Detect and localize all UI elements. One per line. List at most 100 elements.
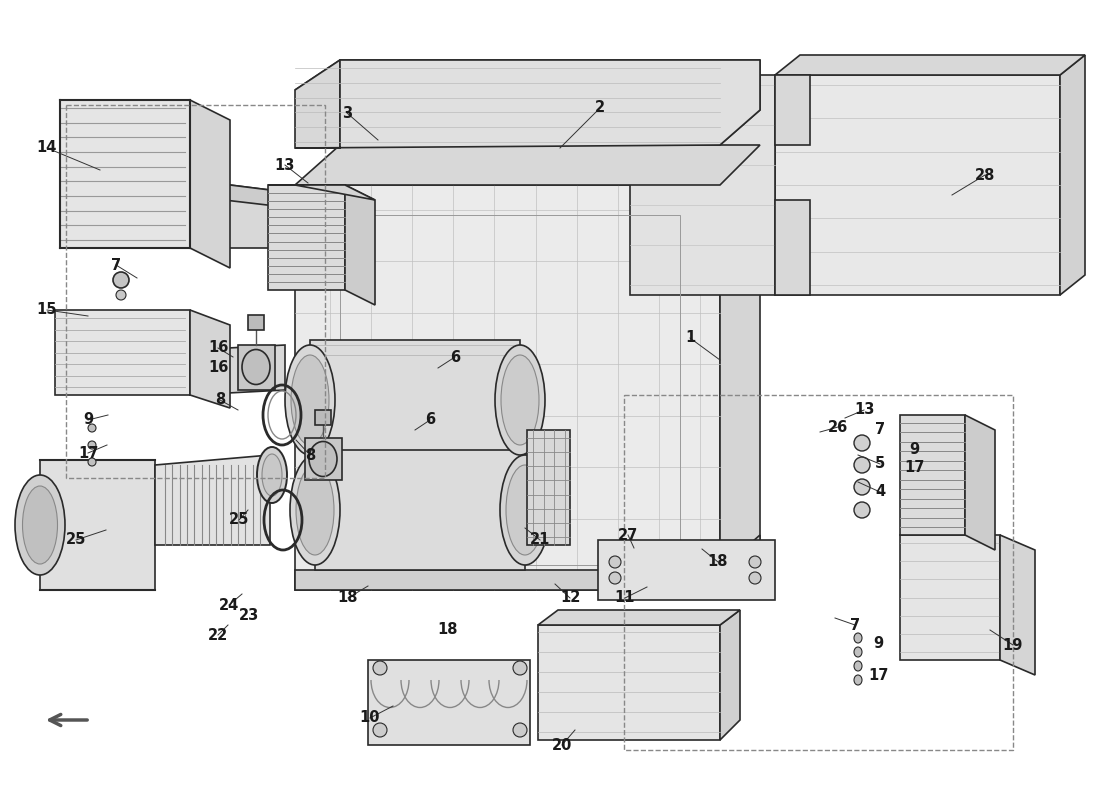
Text: 13: 13 <box>854 402 874 418</box>
Polygon shape <box>720 610 740 740</box>
Polygon shape <box>1000 535 1035 675</box>
Ellipse shape <box>513 661 527 675</box>
Polygon shape <box>1060 55 1085 295</box>
Text: 7: 7 <box>874 422 886 438</box>
Ellipse shape <box>88 458 96 466</box>
Ellipse shape <box>285 345 336 455</box>
Polygon shape <box>155 455 270 545</box>
Text: 20: 20 <box>552 738 572 753</box>
Polygon shape <box>190 180 310 210</box>
Ellipse shape <box>22 486 57 564</box>
Ellipse shape <box>506 465 544 555</box>
Polygon shape <box>305 438 342 480</box>
Ellipse shape <box>854 502 870 518</box>
Text: 25: 25 <box>229 513 250 527</box>
Polygon shape <box>345 185 375 305</box>
Text: 15: 15 <box>36 302 57 318</box>
Text: 14: 14 <box>36 141 57 155</box>
Text: 21: 21 <box>530 533 550 547</box>
Ellipse shape <box>854 633 862 643</box>
Ellipse shape <box>242 350 270 385</box>
Text: 6: 6 <box>450 350 460 365</box>
Text: 24: 24 <box>219 598 239 613</box>
Text: 25: 25 <box>66 533 86 547</box>
Text: 11: 11 <box>615 590 636 606</box>
Text: 4: 4 <box>874 485 886 499</box>
Ellipse shape <box>854 661 862 671</box>
Text: 17: 17 <box>904 461 924 475</box>
Ellipse shape <box>609 556 622 568</box>
Polygon shape <box>598 540 776 600</box>
Polygon shape <box>776 200 810 295</box>
Text: 16: 16 <box>208 341 228 355</box>
Ellipse shape <box>88 424 96 432</box>
Ellipse shape <box>854 479 870 495</box>
Text: 13: 13 <box>275 158 295 173</box>
Polygon shape <box>238 345 275 390</box>
Ellipse shape <box>513 723 527 737</box>
Polygon shape <box>268 185 345 290</box>
Ellipse shape <box>113 272 129 288</box>
Text: 7: 7 <box>850 618 860 633</box>
Ellipse shape <box>749 556 761 568</box>
Ellipse shape <box>290 455 340 565</box>
Polygon shape <box>776 75 810 145</box>
Polygon shape <box>315 410 331 425</box>
Polygon shape <box>900 415 965 535</box>
Text: 28: 28 <box>975 167 996 182</box>
Polygon shape <box>295 60 760 90</box>
Ellipse shape <box>116 290 127 300</box>
Ellipse shape <box>609 572 622 584</box>
Text: 18: 18 <box>707 554 728 570</box>
Text: 22: 22 <box>208 627 228 642</box>
Polygon shape <box>527 430 570 545</box>
Bar <box>624 395 1013 750</box>
Polygon shape <box>720 60 760 145</box>
Text: 19: 19 <box>1003 638 1023 653</box>
Ellipse shape <box>854 457 870 473</box>
Text: 9: 9 <box>873 635 883 650</box>
Polygon shape <box>776 75 1060 295</box>
Text: 10: 10 <box>360 710 381 726</box>
Text: 3: 3 <box>342 106 352 121</box>
Polygon shape <box>295 145 760 185</box>
Polygon shape <box>776 55 1085 75</box>
Ellipse shape <box>88 441 96 449</box>
Ellipse shape <box>15 475 65 575</box>
Ellipse shape <box>500 455 550 565</box>
Text: 6: 6 <box>425 413 436 427</box>
Ellipse shape <box>500 355 539 445</box>
Polygon shape <box>190 180 310 248</box>
Polygon shape <box>310 340 520 460</box>
Ellipse shape <box>292 355 329 445</box>
Ellipse shape <box>495 345 544 455</box>
Text: 16: 16 <box>208 361 228 375</box>
Text: 12: 12 <box>560 590 580 606</box>
Ellipse shape <box>749 572 761 584</box>
Text: 17: 17 <box>868 667 888 682</box>
Text: 5: 5 <box>874 457 886 471</box>
Text: 26: 26 <box>828 419 848 434</box>
Ellipse shape <box>116 275 127 285</box>
Text: 9: 9 <box>909 442 920 457</box>
Polygon shape <box>295 535 760 590</box>
Polygon shape <box>900 535 1000 660</box>
Polygon shape <box>368 660 530 745</box>
Polygon shape <box>295 185 720 590</box>
Text: 27: 27 <box>618 527 638 542</box>
Polygon shape <box>965 415 996 550</box>
Polygon shape <box>538 610 740 625</box>
Text: 7: 7 <box>111 258 121 273</box>
Polygon shape <box>190 345 285 395</box>
Ellipse shape <box>854 675 862 685</box>
Polygon shape <box>295 60 760 148</box>
Ellipse shape <box>257 447 287 503</box>
Polygon shape <box>190 100 230 268</box>
Text: 23: 23 <box>239 607 260 622</box>
Polygon shape <box>538 625 720 740</box>
Polygon shape <box>190 310 230 408</box>
Polygon shape <box>315 450 525 570</box>
Text: 9: 9 <box>82 413 94 427</box>
Ellipse shape <box>262 454 282 496</box>
Ellipse shape <box>296 465 334 555</box>
